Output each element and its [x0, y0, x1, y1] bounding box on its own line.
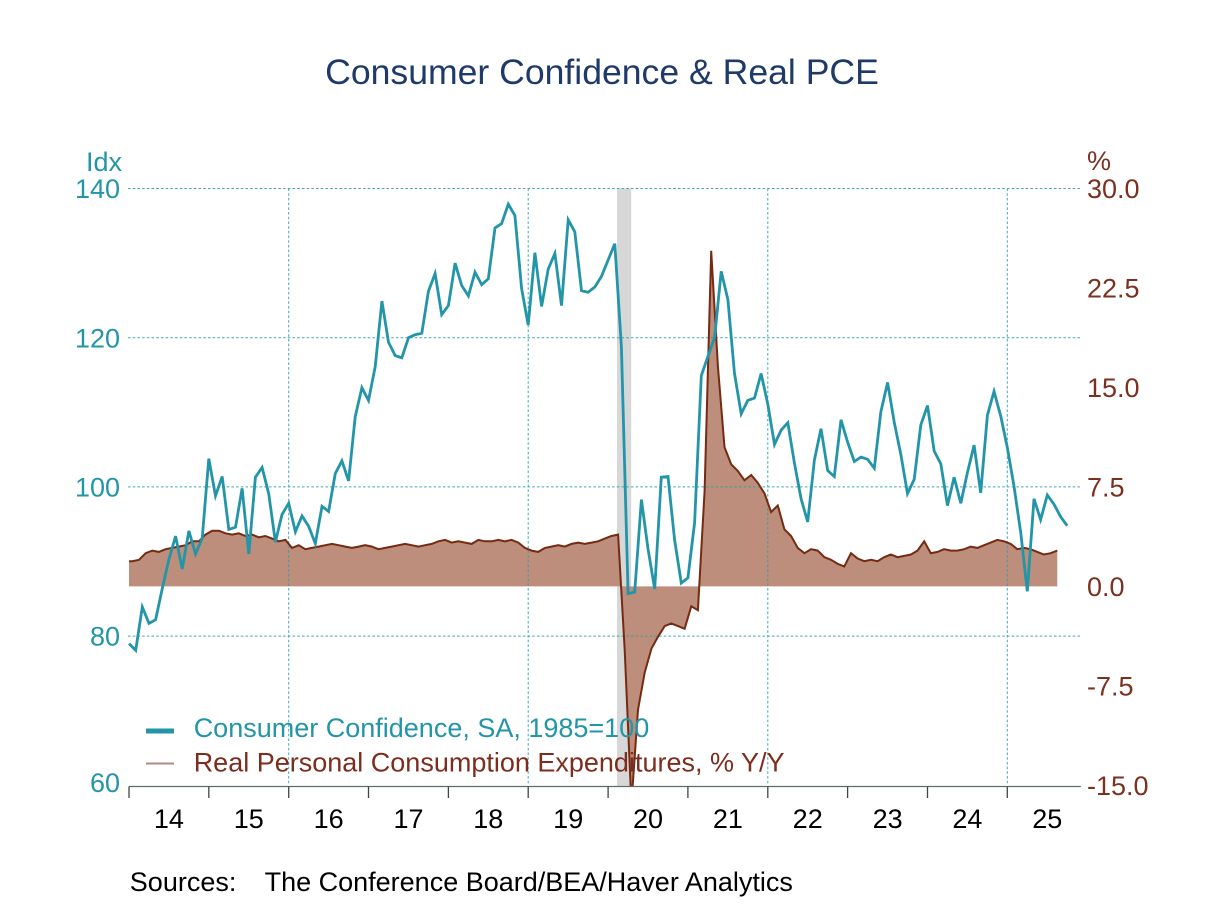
svg-text:The Conference Board/BEA/Haver: The Conference Board/BEA/Haver Analytics	[265, 867, 793, 897]
svg-text:15.0: 15.0	[1087, 373, 1140, 403]
svg-text:Consumer Confidence, SA, 1985=: Consumer Confidence, SA, 1985=100	[194, 713, 650, 743]
svg-text:17: 17	[393, 804, 423, 834]
svg-text:Consumer Confidence & Real PCE: Consumer Confidence & Real PCE	[325, 52, 879, 92]
svg-text:%: %	[1087, 146, 1111, 176]
svg-text:23: 23	[873, 804, 903, 834]
svg-text:20: 20	[633, 804, 663, 834]
svg-text:18: 18	[473, 804, 503, 834]
svg-text:0.0: 0.0	[1087, 572, 1125, 602]
svg-text:15: 15	[234, 804, 264, 834]
svg-text:Idx: Idx	[86, 147, 123, 177]
svg-text:-7.5: -7.5	[1087, 671, 1134, 701]
svg-text:14: 14	[154, 804, 184, 834]
svg-text:7.5: 7.5	[1087, 473, 1125, 503]
svg-text:21: 21	[713, 804, 743, 834]
svg-text:140: 140	[75, 174, 120, 204]
svg-text:Sources:: Sources:	[130, 867, 237, 897]
svg-text:120: 120	[75, 323, 120, 353]
svg-text:100: 100	[75, 473, 120, 503]
svg-text:22: 22	[793, 804, 823, 834]
svg-text:Real Personal Consumption Expe: Real Personal Consumption Expenditures, …	[194, 748, 785, 778]
svg-text:25: 25	[1032, 804, 1062, 834]
svg-text:22.5: 22.5	[1087, 274, 1140, 304]
svg-text:30.0: 30.0	[1087, 174, 1140, 204]
svg-text:16: 16	[314, 804, 344, 834]
svg-text:60: 60	[90, 768, 120, 798]
svg-text:19: 19	[553, 804, 583, 834]
svg-text:24: 24	[952, 804, 982, 834]
svg-text:-15.0: -15.0	[1087, 771, 1149, 801]
svg-text:80: 80	[90, 622, 120, 652]
